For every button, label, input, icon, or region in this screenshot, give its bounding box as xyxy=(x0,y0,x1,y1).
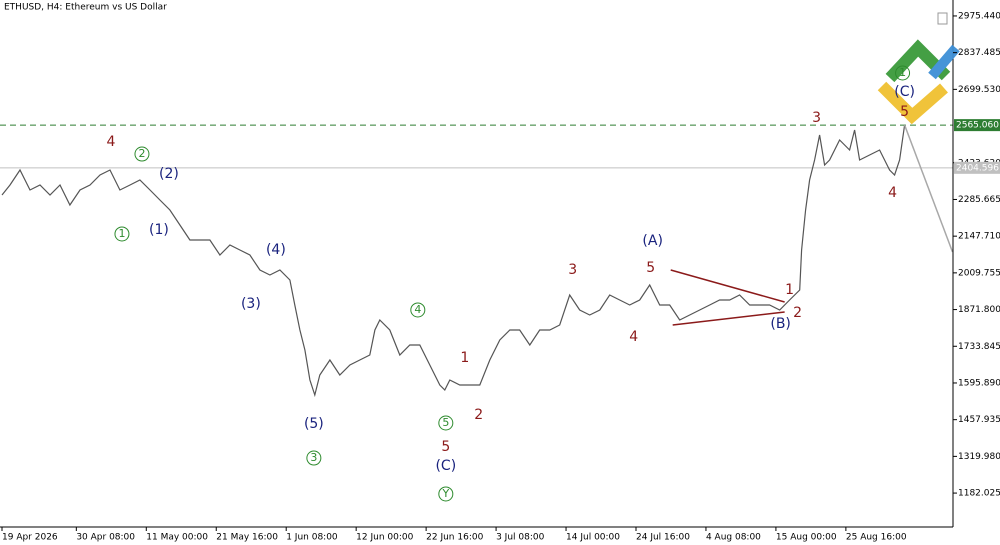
trend-line xyxy=(672,311,785,326)
x-tick-label: 22 Jun 16:00 xyxy=(426,533,483,543)
x-tick-label: 1 Jun 08:00 xyxy=(286,533,338,543)
wave-label: 5 xyxy=(441,439,450,455)
y-tick-label: 2285.665 xyxy=(958,195,1000,205)
wave-label: (C) xyxy=(894,84,915,100)
x-tick-label: 4 Aug 08:00 xyxy=(706,533,761,543)
y-tick-label: 1319.980 xyxy=(958,452,1000,462)
x-tick-label: 25 Aug 16:00 xyxy=(846,533,907,543)
y-tick-label: 2147.710 xyxy=(958,232,1000,242)
wave-label: 4 xyxy=(629,329,638,345)
annotation-circle xyxy=(438,486,454,502)
wave-label: (A) xyxy=(642,233,663,249)
wave-label: Y xyxy=(441,487,449,500)
annotation-circle xyxy=(114,226,130,242)
wave-label: (5) xyxy=(304,416,324,432)
wave-label: 4 xyxy=(414,303,421,316)
price-line xyxy=(1,124,906,398)
x-tick-label: 24 Jul 16:00 xyxy=(636,533,690,543)
x-tick-label: 30 Apr 08:00 xyxy=(76,533,135,543)
y-tick-label: 2699.530 xyxy=(958,85,1000,95)
wave-label: 4 xyxy=(106,134,115,150)
wave-label: 5 xyxy=(900,104,909,120)
logo-yellow xyxy=(877,81,948,125)
x-tick-label: 19 Apr 2026 xyxy=(2,533,58,543)
wave-label: 1 xyxy=(785,282,794,298)
annotation-circle xyxy=(410,302,426,318)
wave-label: 1 xyxy=(899,66,906,79)
y-tick-label: 2009.755 xyxy=(958,268,1000,278)
chart-title: ETHUSD, H4: Ethereum vs US Dollar xyxy=(4,3,167,13)
x-tick-label: 21 May 16:00 xyxy=(216,533,278,543)
wave-label: (B) xyxy=(770,316,791,332)
wave-label: (4) xyxy=(266,242,286,258)
level-label-box xyxy=(954,161,1000,174)
level-label: 2404.596 xyxy=(956,163,999,173)
trend-line xyxy=(670,269,785,303)
x-tick-label: 15 Aug 00:00 xyxy=(776,533,837,543)
toolbar-icon[interactable] xyxy=(937,12,948,25)
x-tick-label: 12 Jun 00:00 xyxy=(356,533,413,543)
wave-label: 5 xyxy=(646,260,655,276)
x-tick-label: 14 Jul 00:00 xyxy=(566,533,620,543)
wave-label: (1) xyxy=(149,222,169,238)
wave-label: 3 xyxy=(568,262,577,278)
annotation-circle xyxy=(895,65,911,81)
y-tick-label: 2975.440 xyxy=(958,11,1000,21)
wave-label: 2 xyxy=(793,305,802,321)
y-tick-label: 1182.025 xyxy=(958,489,1000,499)
wave-label: 3 xyxy=(310,451,317,464)
wave-label: 4 xyxy=(888,185,897,201)
wave-label: (2) xyxy=(159,166,179,182)
trend-line xyxy=(903,124,954,253)
logo-blue xyxy=(928,44,960,80)
wave-label: 1 xyxy=(460,350,469,366)
wave-label: (C) xyxy=(435,458,456,474)
annotation-circle xyxy=(134,146,150,162)
level-label-box xyxy=(954,119,1000,132)
y-tick-label: 1871.800 xyxy=(958,305,1000,315)
level-label: 2565.060 xyxy=(956,121,999,131)
x-tick-label: 11 May 00:00 xyxy=(146,533,208,543)
annotation-circle xyxy=(306,450,322,466)
wave-label: 1 xyxy=(118,227,125,240)
wave-label: 2 xyxy=(474,407,483,423)
wave-label: 2 xyxy=(138,147,145,160)
annotation-circle xyxy=(438,415,454,431)
y-tick-label: 1457.935 xyxy=(958,415,1000,425)
wave-label: 3 xyxy=(812,110,821,126)
y-tick-label: 2837.485 xyxy=(958,48,1000,58)
x-tick-label: 3 Jul 08:00 xyxy=(496,533,545,543)
wave-label: (3) xyxy=(241,296,261,312)
y-tick-label: 1733.845 xyxy=(958,342,1000,352)
wave-label: 5 xyxy=(442,416,449,429)
y-tick-label: 1595.890 xyxy=(958,378,1000,388)
logo xyxy=(877,39,960,125)
plot-area xyxy=(0,124,954,398)
